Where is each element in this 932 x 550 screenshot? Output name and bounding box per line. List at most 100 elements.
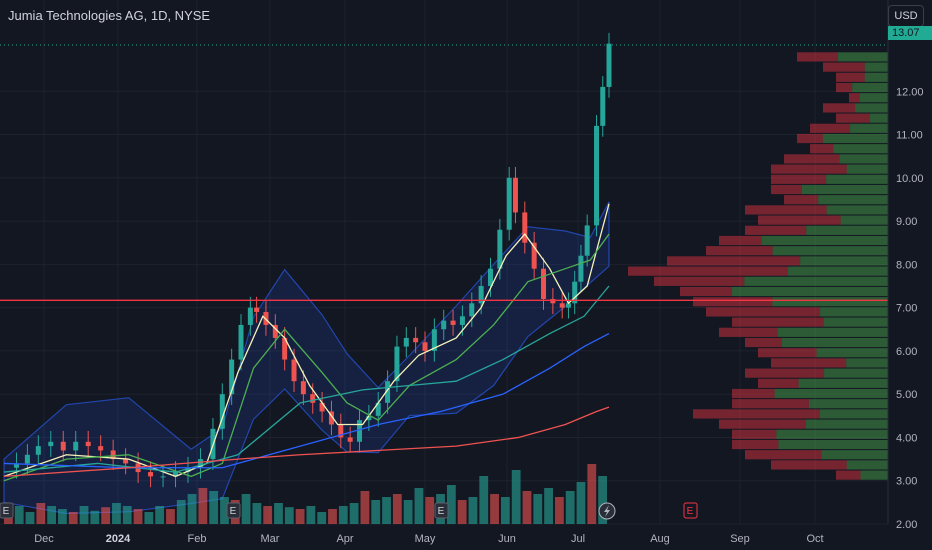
candle-body: [98, 446, 104, 451]
volume-bar: [252, 503, 262, 524]
volume-bar: [338, 506, 348, 524]
volume-profile-bar-down: [628, 266, 789, 276]
candle-body: [366, 415, 372, 421]
ma-red-line: [3, 406, 610, 478]
volume-bar: [565, 491, 575, 524]
candle-body: [123, 459, 129, 464]
candle-body: [310, 394, 316, 403]
ma-fast-line: [3, 203, 610, 478]
candle-body: [48, 441, 54, 447]
x-tick-label: Apr: [336, 533, 353, 545]
candle-body: [110, 450, 116, 460]
earnings-marker-label: E: [687, 506, 694, 517]
volume-profile-bar-down: [771, 184, 802, 195]
volume-bar: [241, 494, 251, 524]
x-tick-label: Jun: [498, 533, 516, 545]
ma-green-line: [3, 233, 610, 482]
volume-profile-bar-down: [706, 307, 821, 317]
currency-button[interactable]: USD: [888, 5, 924, 27]
volume-bar: [79, 506, 89, 524]
volume-bar: [522, 491, 532, 524]
chart-title: Jumia Technologies AG, 1D, NYSE: [8, 8, 211, 23]
volume-bar: [425, 497, 435, 524]
candle-body: [35, 446, 41, 455]
volume-profile-bar-up: [798, 378, 888, 388]
volume-profile-bar-up: [824, 368, 888, 378]
volume-profile-bar-up: [761, 235, 888, 246]
volume-profile-bar-up: [822, 133, 888, 144]
volume-profile-bar-up: [839, 154, 888, 164]
volume-profile-bar-up: [826, 205, 888, 215]
volume-profile-bar-down: [680, 286, 733, 297]
volume-profile-bar-up: [819, 409, 888, 419]
candle-body: [229, 359, 235, 395]
candle-body: [185, 467, 191, 473]
candle-body: [594, 125, 600, 226]
candle-body: [431, 329, 437, 351]
volume-profile-bar-down: [654, 276, 745, 286]
volume-profile-bar-up: [852, 82, 888, 93]
volume-bar: [490, 494, 499, 524]
candle-body: [385, 381, 391, 403]
volume-profile-bar-down: [719, 327, 778, 337]
volume-profile-bar-up: [869, 113, 888, 123]
volume-bar: [598, 476, 607, 524]
volume-bar: [112, 503, 121, 524]
volume-profile-bar-up: [850, 123, 888, 133]
volume-bar: [468, 497, 478, 524]
earnings-marker: [0, 502, 14, 519]
candle-body: [441, 320, 447, 330]
ma-blue-line: [3, 333, 610, 469]
volume-profile-bar-down: [823, 62, 865, 72]
candle-body: [328, 411, 334, 425]
volume-bar: [58, 509, 67, 524]
volume-bar: [414, 488, 424, 524]
volume-profile-bar-down: [758, 215, 841, 225]
volume-bar: [479, 476, 489, 524]
volume-bar: [446, 485, 456, 524]
volume-profile-bar-up: [816, 348, 888, 358]
volume-profile-bar-down: [836, 82, 853, 93]
volume-profile-bar-down: [810, 123, 851, 133]
volume-profile-bar-up: [860, 470, 888, 480]
candle-body: [565, 303, 571, 308]
volume-profile-bar-down: [693, 297, 773, 307]
volume-profile-bar-down: [797, 52, 838, 62]
volume-profile-bar-down: [745, 368, 825, 378]
volume-profile-bar-down: [758, 378, 799, 388]
earnings-marker-label: E: [438, 506, 445, 517]
volume-profile-bar-down: [771, 164, 847, 174]
earnings-marker: [683, 502, 698, 519]
volume-profile-bar-down: [732, 388, 775, 399]
volume-bar: [36, 503, 46, 524]
volume-bar: [209, 491, 219, 524]
candle-body: [413, 337, 419, 343]
volume-profile-bar-up: [826, 174, 888, 184]
volume-profile-bar-up: [774, 388, 888, 399]
volume-bar: [133, 509, 143, 524]
volume-bar: [25, 512, 35, 524]
volume-profile-bar-up: [732, 286, 888, 297]
candle-body: [173, 472, 179, 477]
volume-bar: [90, 510, 100, 524]
ma-teal-line: [3, 285, 610, 473]
candle-body: [148, 472, 154, 477]
volume-profile-bar-up: [864, 72, 888, 82]
volume-bar: [371, 500, 381, 524]
candle-body: [606, 43, 612, 87]
candle-body: [450, 320, 456, 325]
volume-bar: [176, 500, 186, 524]
volume-bar: [306, 506, 316, 524]
y-tick-label: 11.00: [896, 130, 923, 142]
volume-bar: [284, 507, 294, 524]
volume-profile-bar-up: [837, 52, 888, 62]
volume-bar: [544, 488, 553, 524]
volume-bar: [349, 503, 359, 524]
volume-bar: [328, 509, 337, 524]
volume-bar: [122, 506, 132, 524]
x-tick-label: May: [415, 533, 436, 545]
candle-body: [550, 298, 556, 304]
candle-body: [469, 303, 475, 317]
volume-bar: [360, 491, 370, 524]
